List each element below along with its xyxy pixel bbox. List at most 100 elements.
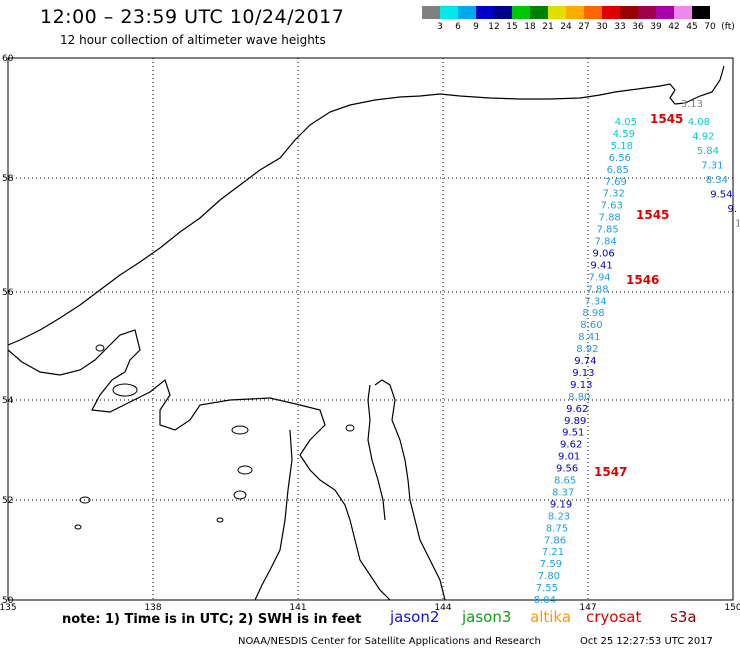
legend-swatch: [674, 6, 692, 19]
wave-height-value: 7.80: [538, 571, 560, 582]
wave-height-value: 7.59: [540, 559, 562, 570]
legend-swatch: [440, 6, 458, 19]
wave-height-value: 4.59: [613, 129, 635, 140]
wave-height-value: 9.89: [564, 416, 586, 427]
longitude-label: 144: [434, 603, 451, 613]
altimeter-track-east: 4.08 4.92 5.84 7.31 8.34 9.54 9. 1: [688, 117, 740, 230]
wave-height-value: 7.31: [701, 161, 723, 172]
latitude-label: 50: [2, 596, 14, 606]
legend-label: 36: [632, 22, 644, 32]
longitude-label: 135: [0, 603, 17, 613]
legend-swatch: [476, 6, 494, 19]
legend-swatch: [494, 6, 512, 19]
altimeter-track-grey: 3.13: [681, 99, 703, 110]
wave-height-value: 4.92: [692, 132, 714, 143]
latitude-label: 54: [2, 396, 14, 406]
wave-height-value: 7.88: [586, 284, 608, 295]
wave-height-value: 8.41: [578, 332, 600, 343]
wave-height-value: 7.84: [594, 237, 616, 248]
wave-height-value: 8.37: [552, 487, 574, 498]
wave-height-value: 6.85: [607, 165, 629, 176]
legend-label: 6: [455, 22, 461, 32]
legend-swatch: [512, 6, 530, 19]
altimeter-track-main: 4.054.595.186.566.857.697.327.637.887.85…: [534, 117, 637, 606]
legend-label: (ft): [721, 22, 735, 32]
wave-height-value: 5.84: [697, 146, 719, 157]
latitude-label: 58: [2, 174, 14, 184]
wave-height-value: 7.21: [542, 547, 564, 558]
wave-height-value: 8.75: [546, 523, 568, 534]
coastline-sakhalin-west: [367, 384, 386, 521]
legend-label: 45: [686, 22, 698, 32]
wave-height-value: 7.32: [603, 189, 625, 200]
satellite-legend-item: jason2: [390, 608, 440, 626]
satellite-legend-item: jason3: [462, 608, 512, 626]
coastline-south: [7, 329, 391, 601]
legend-label: 39: [650, 22, 662, 32]
wave-height-value: 4.05: [615, 117, 637, 128]
satellite-legend-item: cryosat: [586, 608, 642, 626]
legend-swatch: [422, 6, 440, 19]
wave-height-value: 9.54: [710, 190, 732, 201]
wave-height-value: 4.08: [688, 117, 710, 128]
legend-swatch: [602, 6, 620, 19]
legend-label: 12: [488, 22, 500, 32]
longitude-label: 147: [579, 603, 596, 613]
wave-height-value: 8.80: [568, 392, 590, 403]
islands: [74, 344, 355, 530]
wave-height-value: 9.62: [560, 440, 582, 451]
footer-note: note: 1) Time is in UTC; 2) SWH is in fe…: [62, 612, 362, 627]
wave-height-value: 7.34: [584, 296, 606, 307]
pass-time-tag: 1545: [650, 112, 683, 126]
latitude-labels: 60 58 56 54 52 50: [2, 54, 14, 606]
wave-height-value: 8.98: [582, 308, 604, 319]
lat-lon-grid: [8, 58, 733, 600]
color-legend: [422, 6, 710, 19]
pass-time-tags: 1545 1545 1546 1547: [594, 112, 683, 479]
legend-label: 9: [473, 22, 479, 32]
wave-height-value: 8.92: [576, 344, 598, 355]
legend-swatch: [584, 6, 602, 19]
wave-height-value: 8.65: [554, 476, 576, 487]
satellite-legend-item: s3a: [670, 608, 697, 626]
legend-label: 42: [668, 22, 680, 32]
legend-swatch: [638, 6, 656, 19]
coastline-sakhalin: [374, 379, 446, 601]
wave-height-value: 9.06: [592, 248, 614, 259]
wave-height-value: 1: [735, 219, 740, 230]
legend-label: 15: [506, 22, 518, 32]
wave-height-value: 9.13: [570, 380, 592, 391]
wave-height-value: 7.86: [544, 535, 566, 546]
legend-label: 18: [524, 22, 536, 32]
legend-swatch: [692, 6, 710, 19]
credit-line: NOAA/NESDIS Center for Satellite Applica…: [238, 636, 541, 647]
wave-height-value: 9.13: [572, 368, 594, 379]
longitude-label: 141: [289, 603, 306, 613]
wave-height-value: 7.94: [588, 272, 610, 283]
latitude-label: 60: [2, 54, 14, 64]
wave-height-value: 9.74: [574, 356, 596, 367]
legend-label: 70: [704, 22, 716, 32]
wave-height-value: 8.34: [706, 175, 728, 186]
wave-height-value: 9.19: [550, 499, 572, 510]
wave-height-value: 8.23: [548, 511, 570, 522]
page-title: 12:00 – 23:59 UTC 10/24/2017: [40, 6, 345, 28]
wave-height-value: 9.41: [590, 260, 612, 271]
legend-label: 24: [560, 22, 572, 32]
longitude-label: 138: [144, 603, 161, 613]
wave-height-value: 8.60: [580, 320, 602, 331]
wave-height-value: 9.: [727, 204, 737, 215]
map-frame: [7, 57, 734, 601]
legend-label: 33: [614, 22, 626, 32]
wave-height-value: 3.13: [681, 99, 703, 110]
wave-height-value: 7.85: [597, 225, 619, 236]
generation-timestamp: Oct 25 12:27:53 UTC 2017: [580, 636, 713, 647]
legend-swatch: [458, 6, 476, 19]
wave-height-value: 7.63: [601, 201, 623, 212]
pass-time-tag: 1547: [594, 465, 627, 479]
wave-height-value: 5.18: [611, 141, 633, 152]
wave-height-value: 9.51: [562, 428, 584, 439]
wave-height-value: 7.69: [605, 177, 627, 188]
satellite-legend-item: altika: [530, 608, 572, 626]
latitude-label: 56: [2, 288, 14, 298]
